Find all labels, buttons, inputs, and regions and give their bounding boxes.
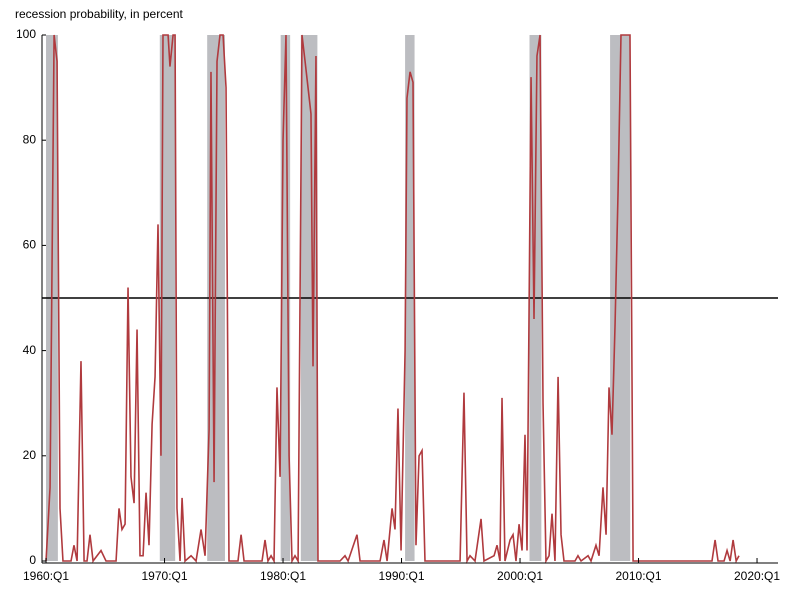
probability-line bbox=[45, 34, 740, 564]
y-tick-label: 80 bbox=[23, 132, 37, 146]
y-tick-label: 0 bbox=[29, 553, 36, 567]
x-tick-label: 1990:Q1 bbox=[379, 569, 425, 583]
x-tick-label: 2020:Q1 bbox=[734, 569, 780, 583]
y-axis-label: recession probability, in percent bbox=[15, 7, 184, 21]
x-tick-label: 2010:Q1 bbox=[616, 569, 662, 583]
y-tick-label: 60 bbox=[23, 238, 37, 252]
x-tick-label: 2000:Q1 bbox=[497, 569, 543, 583]
x-tick-label: 1970:Q1 bbox=[142, 569, 188, 583]
y-tick-label: 100 bbox=[16, 27, 36, 41]
y-tick-label: 40 bbox=[23, 343, 37, 357]
y-tick-label: 20 bbox=[23, 448, 37, 462]
x-tick-label: 1980:Q1 bbox=[260, 569, 306, 583]
x-tick-label: 1960:Q1 bbox=[23, 569, 69, 583]
